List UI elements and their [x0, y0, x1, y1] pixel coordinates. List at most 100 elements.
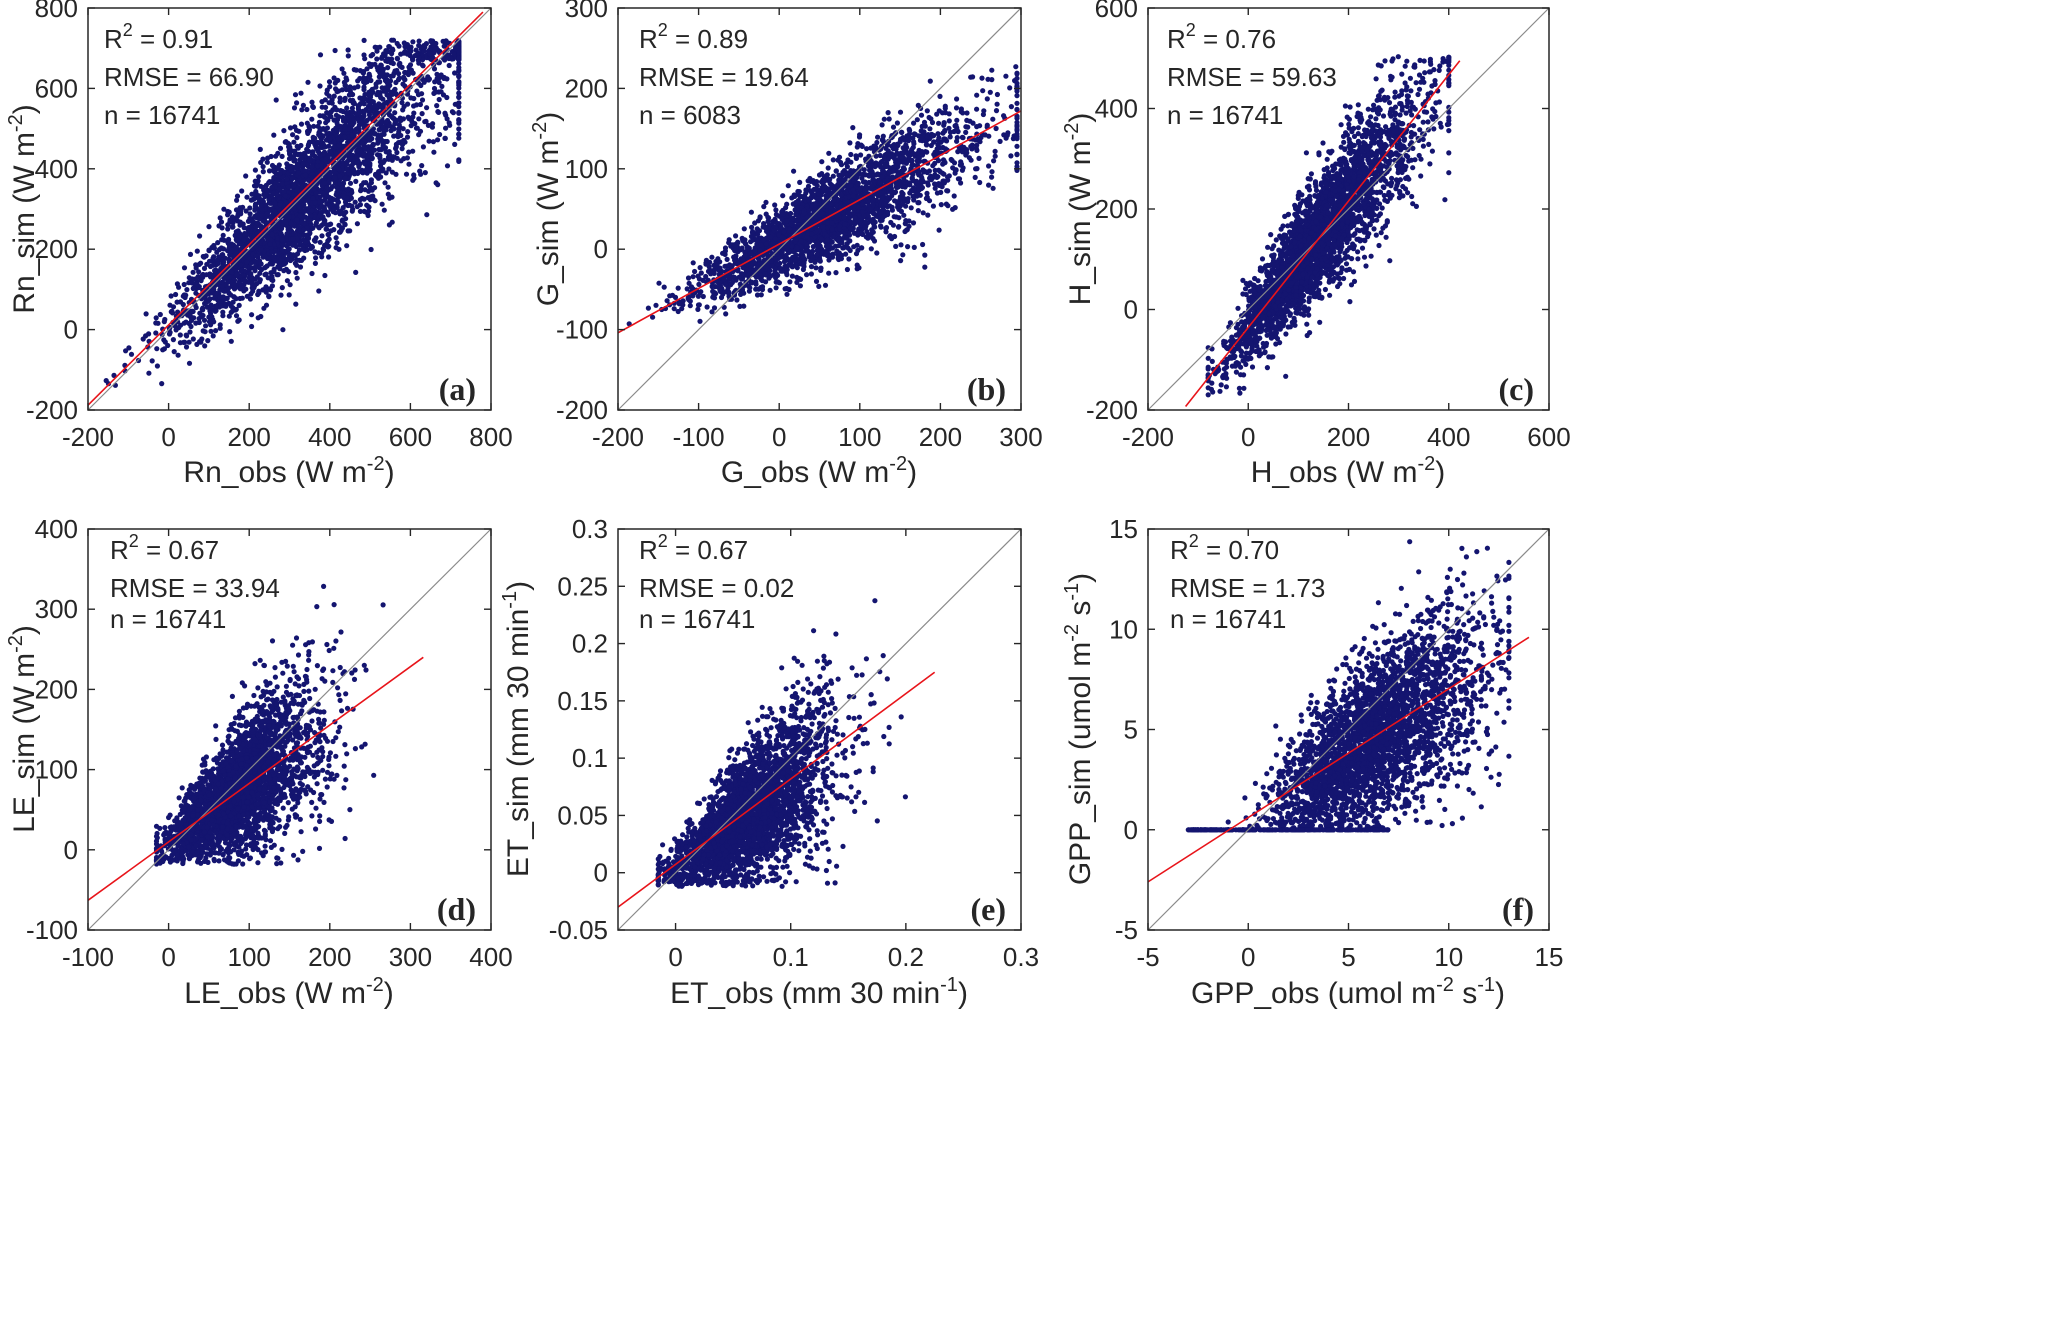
scatter-point — [162, 316, 168, 323]
scatter-point — [296, 128, 302, 134]
scatter-point — [941, 180, 948, 186]
scatter-point — [270, 167, 276, 173]
scatter-point — [342, 134, 348, 140]
scatter-point — [294, 135, 300, 141]
scatter-point — [411, 103, 417, 109]
scatter-point — [986, 163, 992, 169]
scatter-point — [421, 79, 427, 85]
scatter-point — [378, 163, 384, 169]
scatter-point — [784, 291, 790, 297]
scatter-point — [394, 55, 400, 62]
scatter-point — [381, 207, 387, 213]
scatter-point — [154, 346, 160, 352]
scatter-point — [286, 225, 292, 231]
scatter-point — [340, 193, 346, 199]
scatter-point — [286, 253, 292, 259]
scatter-point — [356, 169, 362, 175]
scatter-point — [426, 138, 432, 144]
scatter-point — [408, 48, 414, 54]
scatter-point — [349, 208, 355, 214]
scatter-point — [947, 134, 953, 140]
scatter-point — [336, 114, 342, 120]
scatter-point — [248, 271, 254, 277]
scatter-point — [342, 199, 349, 205]
scatter-point — [1008, 153, 1014, 159]
x-tick-label: 200 — [228, 422, 271, 452]
scatter-point — [187, 312, 193, 318]
scatter-point — [893, 243, 899, 249]
scatter-point — [443, 40, 450, 46]
scatter-point — [930, 203, 937, 209]
scatter-point — [443, 125, 449, 131]
scatter-point — [323, 104, 329, 110]
scatter-point — [385, 48, 391, 55]
scatter-point — [213, 328, 219, 334]
scatter-point — [212, 303, 218, 309]
scatter-point — [266, 180, 272, 186]
scatter-point — [269, 206, 275, 212]
scatter-point — [278, 231, 284, 237]
scatter-point — [356, 110, 363, 116]
scatter-point — [256, 193, 262, 199]
scatter-point — [372, 185, 378, 191]
scatter-point — [294, 100, 300, 106]
scatter-point — [389, 56, 395, 62]
scatter-point — [989, 77, 995, 83]
scatter-point — [214, 249, 220, 255]
scatter-point — [346, 157, 352, 163]
scatter-point — [290, 236, 296, 242]
scatter-point — [915, 208, 921, 214]
scatter-point — [269, 184, 275, 191]
scatter-point — [375, 140, 381, 146]
scatter-point — [816, 172, 823, 178]
scatter-point — [253, 183, 259, 189]
scatter-point — [814, 179, 820, 185]
scatter-point — [244, 293, 250, 299]
scatter-point — [968, 143, 974, 150]
scatter-point — [377, 79, 383, 85]
scatter-point — [258, 247, 264, 253]
scatter-point — [315, 139, 321, 145]
scatter-point — [347, 180, 354, 186]
scatter-point — [322, 97, 328, 103]
scatter-point — [298, 121, 305, 127]
scatter-point — [264, 211, 270, 217]
scatter-point — [288, 167, 294, 173]
scatter-point — [259, 206, 265, 213]
scatter-point — [374, 92, 380, 98]
scatter-point — [226, 300, 232, 306]
x-tick-label: 0 — [161, 422, 175, 452]
scatter-point — [385, 65, 391, 71]
scatter-point — [316, 119, 322, 125]
scatter-point — [259, 234, 265, 240]
scatter-point — [294, 275, 300, 281]
scatter-point — [208, 310, 214, 317]
scatter-point — [170, 304, 177, 310]
scatter-point — [354, 148, 360, 154]
scatter-point — [202, 343, 208, 349]
scatter-point — [890, 124, 897, 130]
scatter-point — [269, 261, 275, 267]
scatter-point — [382, 88, 388, 94]
scatter-point — [412, 121, 418, 127]
scatter-point — [247, 211, 253, 217]
scatter-point — [875, 134, 881, 140]
scatter-point — [184, 287, 190, 293]
scatter-point — [404, 134, 411, 140]
scatter-point — [922, 252, 928, 258]
scatter-point — [396, 75, 402, 81]
scatter-point — [411, 110, 417, 116]
scatter-point — [233, 313, 240, 319]
scatter-point — [372, 111, 378, 117]
scatter-point — [320, 190, 326, 196]
scatter-point — [385, 191, 391, 197]
scatter-point — [361, 87, 367, 93]
scatter-point — [392, 68, 398, 74]
scatter-point — [326, 236, 332, 242]
scatter-point — [361, 151, 367, 157]
scatter-point — [332, 47, 338, 54]
scatter-point — [406, 161, 412, 167]
scatter-point — [181, 281, 187, 288]
scatter-point — [243, 173, 249, 179]
x-tick-label: 600 — [389, 422, 432, 452]
